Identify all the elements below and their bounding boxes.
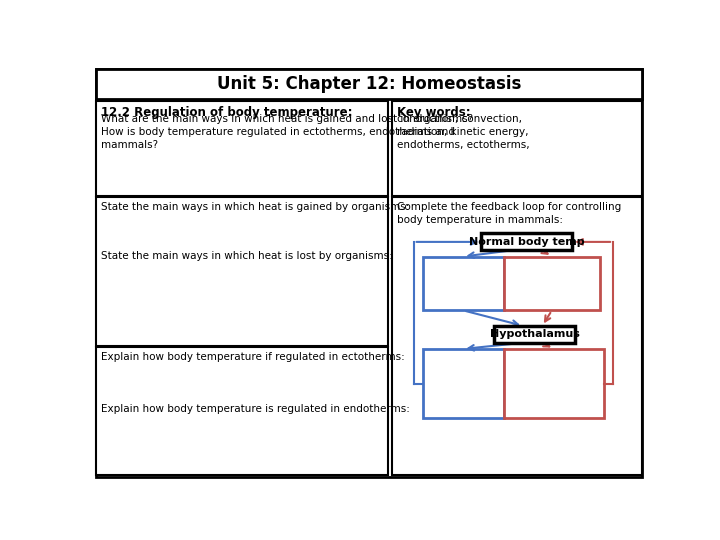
Text: Explain how body temperature is regulated in endotherms:: Explain how body temperature is regulate… (101, 403, 410, 414)
Text: Complete the feedback loop for controlling
body temperature in mammals:: Complete the feedback loop for controlli… (397, 202, 622, 225)
Bar (423, 349, 504, 418)
Bar (96, 197, 388, 346)
Text: What are the main ways in which heat is gained and lost in organisms?
How is bod: What are the main ways in which heat is … (101, 114, 473, 151)
Text: Normal body temp: Normal body temp (469, 237, 585, 247)
Bar (504, 349, 604, 418)
Text: 12.2 Regulation of body temperature:: 12.2 Regulation of body temperature: (101, 106, 353, 119)
Bar (96, 69, 642, 99)
Bar (96, 347, 388, 475)
Bar (392, 197, 642, 475)
Bar (423, 256, 504, 310)
Text: Hypothalamus: Hypothalamus (490, 329, 580, 339)
Bar (482, 233, 572, 251)
Text: State the main ways in which heat is gained by organisms:: State the main ways in which heat is gai… (101, 202, 410, 212)
Text: conduction, convection,
radiation, kinetic energy,
endotherms, ectotherms,: conduction, convection, radiation, kinet… (397, 114, 530, 151)
Bar (494, 326, 575, 343)
Text: Key words:: Key words: (397, 106, 471, 119)
Bar (392, 101, 642, 195)
Bar (96, 101, 388, 195)
Text: Unit 5: Chapter 12: Homeostasis: Unit 5: Chapter 12: Homeostasis (217, 75, 521, 93)
Text: Explain how body temperature if regulated in ectotherms:: Explain how body temperature if regulate… (101, 352, 405, 362)
Text: State the main ways in which heat is lost by organisms:: State the main ways in which heat is los… (101, 251, 393, 261)
Bar (504, 256, 600, 310)
